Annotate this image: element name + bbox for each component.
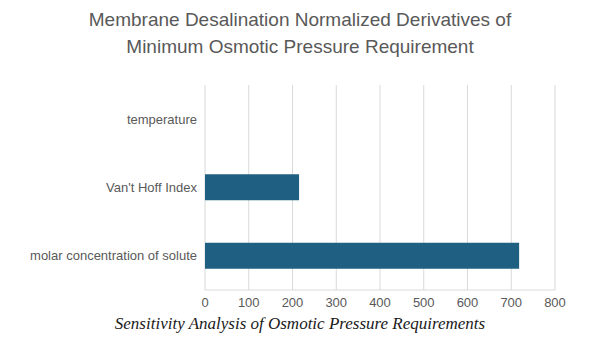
svg-text:600: 600 <box>457 295 479 310</box>
svg-text:0: 0 <box>201 295 208 310</box>
svg-text:300: 300 <box>325 295 347 310</box>
svg-text:100: 100 <box>238 295 260 310</box>
svg-text:200: 200 <box>282 295 304 310</box>
html-text:Membrane Desalination Normaliz: Membrane Desalination Normalized Derivat… <box>88 9 512 57</box>
html-text:Sensitivity Analysis of Osmoti: Sensitivity Analysis of Osmotic Pressure… <box>114 314 486 333</box>
svg-text:temperature: temperature <box>127 112 197 127</box>
svg-text:400: 400 <box>369 295 391 310</box>
svg-text:500: 500 <box>413 295 435 310</box>
svg-text:800: 800 <box>544 295 566 310</box>
svg-text:molar concentration of solute: molar concentration of solute <box>30 248 197 263</box>
svg-text:Van't Hoff Index: Van't Hoff Index <box>106 180 197 195</box>
svg-text:700: 700 <box>500 295 522 310</box>
